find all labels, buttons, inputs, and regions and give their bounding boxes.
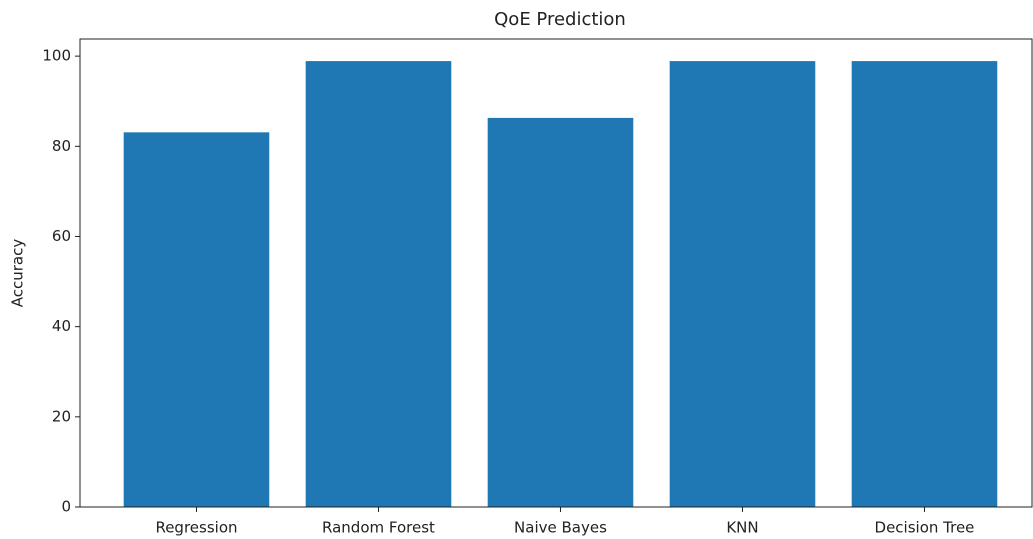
chart-title: QoE Prediction xyxy=(494,9,626,30)
y-tick-label: 80 xyxy=(52,137,71,155)
bar xyxy=(487,117,634,507)
x-tick-label: Naive Bayes xyxy=(514,519,607,537)
y-tick-label: 100 xyxy=(42,47,71,65)
bar xyxy=(669,61,816,507)
bar xyxy=(305,61,452,507)
plot-frame xyxy=(79,38,1033,508)
bar xyxy=(123,132,270,508)
y-tick-label: 0 xyxy=(61,498,71,516)
x-tick-label: Decision Tree xyxy=(875,519,975,537)
y-tick-label: 20 xyxy=(52,407,71,425)
y-axis-label: Accuracy xyxy=(9,239,27,308)
bar xyxy=(851,61,998,507)
y-tick-label: 60 xyxy=(52,227,71,245)
x-tick-label: KNN xyxy=(726,519,758,537)
y-tick-label: 40 xyxy=(52,317,71,335)
x-tick-label: Regression xyxy=(155,519,237,537)
x-tick-label: Random Forest xyxy=(322,519,435,537)
